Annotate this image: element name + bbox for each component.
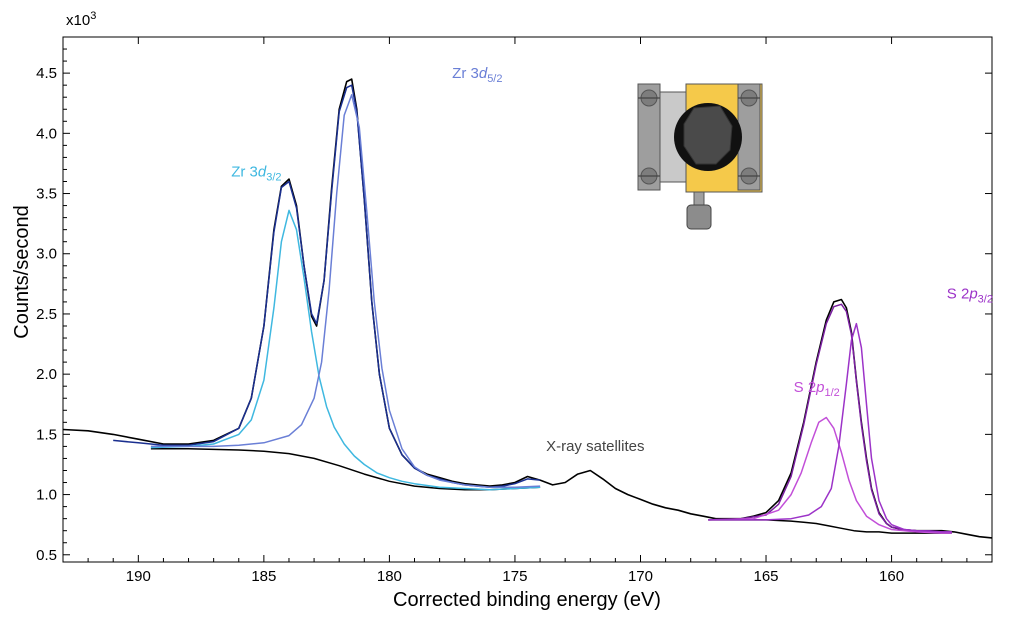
series-line-0	[62, 78, 993, 539]
x-tick-label: 185	[251, 568, 276, 585]
y-tick-label: 3.0	[36, 246, 57, 263]
peak-label-zr52: Zr 3d5/2	[452, 65, 502, 85]
series-line-5	[708, 303, 952, 533]
series-line-7	[708, 416, 952, 534]
x-tick-label: 175	[502, 568, 527, 585]
y-axis-ticks: 0.5 1.0 1.5 2.0 2.5 3.0 3.5 4.0 4.5	[36, 48, 992, 564]
series-line-6	[708, 519, 952, 534]
x-axis-ticks: 190 185 180 175 170 165 160	[87, 37, 968, 585]
y-axis-title: Counts/second	[11, 205, 33, 338]
peak-label-zr32: Zr 3d3/2	[231, 164, 281, 184]
y-tick-label: 0.5	[36, 547, 57, 564]
series-line-8	[708, 322, 952, 533]
peak-label-s32: S 2p3/2	[947, 285, 993, 305]
x-tick-label: 190	[126, 568, 151, 585]
peak-label-xray: X-ray satellites	[546, 438, 644, 455]
series-line-2	[150, 448, 541, 491]
x-axis-title: Corrected binding energy (eV)	[393, 589, 661, 611]
x-tick-label: 160	[879, 568, 904, 585]
x-tick-label: 170	[628, 568, 653, 585]
series-line-1	[113, 84, 541, 489]
y-tick-label: 3.5	[36, 186, 57, 203]
x-tick-label: 180	[377, 568, 402, 585]
series-line-4	[150, 94, 541, 489]
y-tick-label: 4.5	[36, 65, 57, 82]
y-tick-label: 4.0	[36, 125, 57, 142]
peak-label-s12: S 2p1/2	[794, 379, 840, 399]
peak-annotations: Zr 3d5/2 Zr 3d3/2 S 2p3/2 S 2p1/2 X-ray sate…	[231, 65, 993, 455]
series-layer	[62, 78, 993, 539]
plot-frame	[62, 36, 993, 563]
x-tick-label: 165	[754, 568, 779, 585]
y-multiplier-label: x103	[66, 10, 96, 29]
y-tick-label: 2.0	[36, 366, 57, 383]
series-line-3	[150, 209, 541, 491]
sample-holder-icon	[637, 83, 763, 230]
y-tick-label: 1.0	[36, 487, 57, 504]
y-tick-label: 2.5	[36, 306, 57, 323]
y-tick-label: 1.5	[36, 426, 57, 443]
